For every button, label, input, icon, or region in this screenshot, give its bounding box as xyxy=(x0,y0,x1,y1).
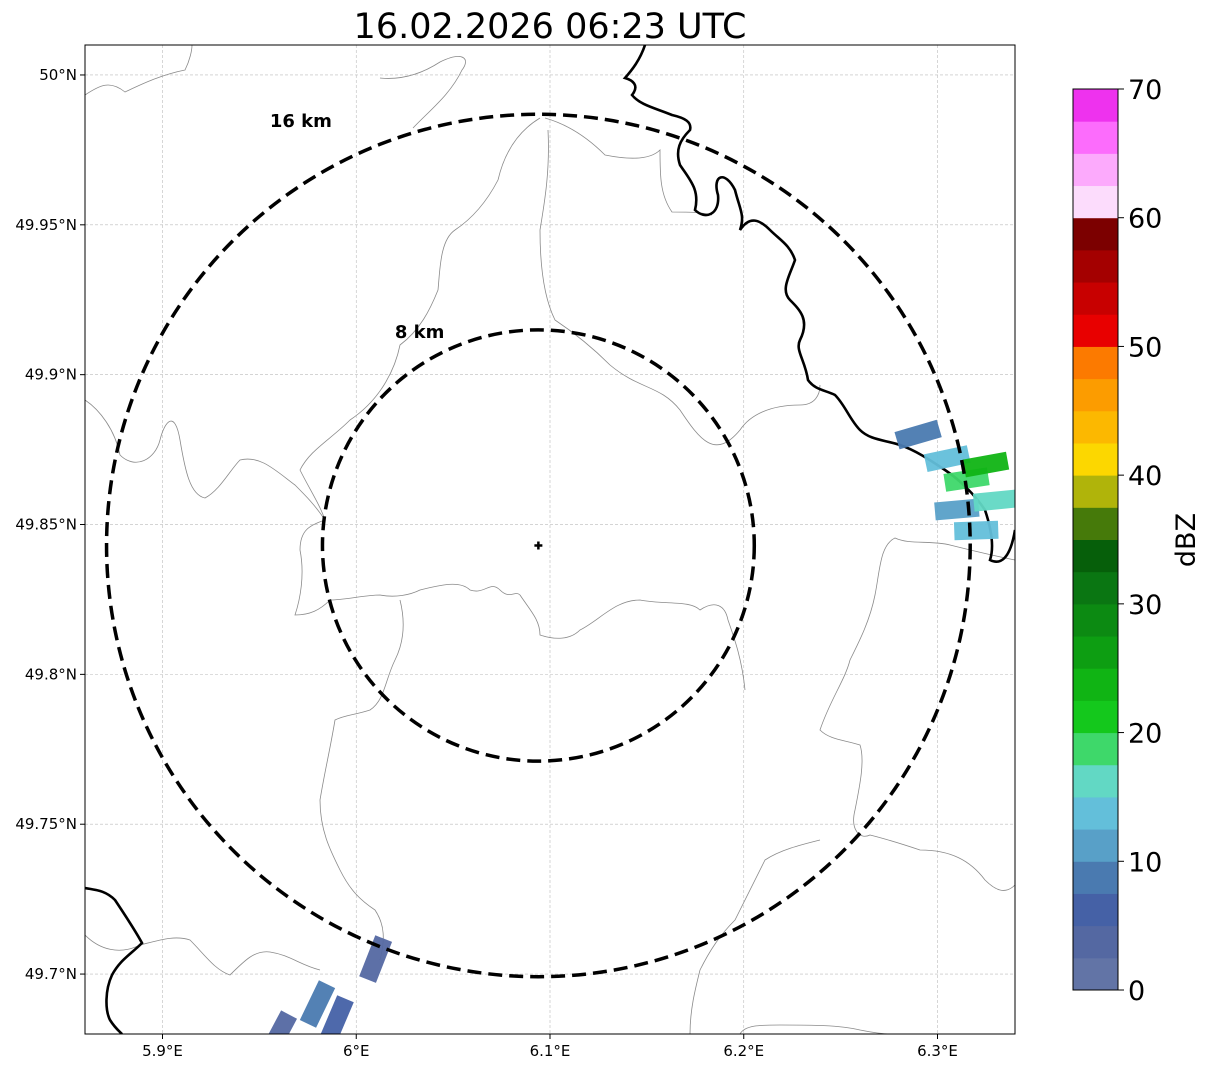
colorbar-bin xyxy=(1073,249,1118,283)
admin-border xyxy=(294,519,746,691)
lat-tick-label: 49.9°N xyxy=(25,366,77,384)
colorbar-tick-label: 10 xyxy=(1128,847,1162,878)
radar-echo-cell xyxy=(953,520,999,541)
colorbar-bin xyxy=(1073,957,1118,991)
colorbar: 0 10 20 30 40 50 60 70 dBZ xyxy=(1072,75,1202,1007)
borders-layer xyxy=(85,45,1015,1034)
lon-tick-label: 6°E xyxy=(343,1042,370,1060)
lon-tick-label: 5.9°E xyxy=(142,1042,183,1060)
colorbar-bin xyxy=(1073,732,1118,766)
radar-echo-cell xyxy=(299,980,336,1028)
plot-area xyxy=(85,45,1015,1034)
admin-border xyxy=(85,934,321,976)
colorbar-bin xyxy=(1073,378,1118,412)
colorbar-bin xyxy=(1073,217,1118,251)
colorbar-bin xyxy=(1073,442,1118,476)
admin-border xyxy=(544,117,713,216)
national-border xyxy=(622,45,1015,563)
admin-border xyxy=(739,1024,891,1034)
colorbar-bin xyxy=(1073,571,1118,605)
longitude-axis: 5.9°E 6°E 6.1°E 6.2°E 6.3°E xyxy=(142,1034,958,1060)
admin-border xyxy=(85,45,193,96)
colorbar-bin xyxy=(1073,346,1118,380)
range-ring-label: 8 km xyxy=(395,322,445,343)
range-ring-label: 16 km xyxy=(270,111,332,132)
lat-tick-label: 49.95°N xyxy=(15,216,77,234)
range-rings: 8 km 16 km xyxy=(104,111,972,979)
lat-tick-label: 49.85°N xyxy=(15,516,77,534)
radar-echo-cell xyxy=(319,995,354,1034)
range-ring-8km xyxy=(320,328,757,763)
gridlines xyxy=(85,45,1015,1034)
map-title: 16.02.2026 06:23 UTC xyxy=(354,7,747,47)
colorbar-frame xyxy=(1072,88,1119,991)
colorbar-bin xyxy=(1073,700,1118,734)
radar-echo-cell xyxy=(934,498,980,521)
radar-site-marker xyxy=(534,541,543,550)
colorbar-tick-label: 60 xyxy=(1128,204,1162,235)
colorbar-bin xyxy=(1073,829,1118,862)
colorbar-bin xyxy=(1073,121,1118,154)
colorbar-tick-label: 50 xyxy=(1128,332,1162,363)
admin-border xyxy=(539,129,821,446)
colorbar-bin xyxy=(1073,603,1118,637)
radar-echo-cell xyxy=(359,935,393,983)
colorbar-bin xyxy=(1073,475,1118,508)
lon-tick-label: 6.2°E xyxy=(723,1042,764,1060)
colorbar-tick-label: 0 xyxy=(1128,976,1145,1007)
colorbar-bin xyxy=(1073,668,1118,701)
colorbar-bin xyxy=(1073,185,1118,219)
colorbar-tick-label: 20 xyxy=(1128,719,1162,750)
colorbar-bin xyxy=(1073,796,1118,830)
colorbar-bin xyxy=(1073,410,1118,444)
colorbar-bin xyxy=(1073,282,1118,315)
admin-border xyxy=(819,537,1015,891)
colorbar-bin xyxy=(1073,153,1118,187)
lat-tick-label: 50°N xyxy=(39,66,77,84)
lat-tick-label: 49.8°N xyxy=(25,665,77,683)
colorbar-tick-label: 70 xyxy=(1128,75,1162,106)
radar-echo-cell xyxy=(962,451,1010,478)
colorbar-bin xyxy=(1073,636,1118,669)
lat-tick-label: 49.75°N xyxy=(15,815,77,833)
admin-border xyxy=(379,56,466,129)
colorbar-bin xyxy=(1073,925,1118,959)
colorbar-tick-label: 40 xyxy=(1128,461,1162,492)
lon-tick-label: 6.3°E xyxy=(917,1042,958,1060)
colorbar-tick-label: 30 xyxy=(1128,590,1162,621)
radar-echo-cell xyxy=(894,419,942,450)
admin-border xyxy=(689,839,821,1034)
admin-border xyxy=(299,117,541,521)
radar-echo-cell xyxy=(260,1010,298,1034)
range-ring-16km xyxy=(104,112,972,979)
lat-tick-label: 49.7°N xyxy=(25,965,77,983)
colorbar-bin xyxy=(1073,89,1118,122)
colorbar-bin xyxy=(1073,861,1118,894)
colorbar-bin xyxy=(1073,507,1118,540)
colorbar-bin xyxy=(1073,539,1118,573)
national-border xyxy=(85,886,144,1034)
colorbar-label: dBZ xyxy=(1171,513,1202,567)
lon-tick-label: 6.1°E xyxy=(530,1042,571,1060)
admin-border xyxy=(85,399,326,521)
colorbar-bin xyxy=(1073,314,1118,347)
colorbar-bin xyxy=(1073,893,1118,927)
radar-echo-layer xyxy=(260,419,1015,1034)
radar-echo-cell xyxy=(972,489,1015,512)
admin-border xyxy=(319,599,404,961)
latitude-axis: 49.7°N 49.75°N 49.8°N 49.85°N 49.9°N 49.95°N 5… xyxy=(15,66,85,983)
colorbar-bin xyxy=(1073,764,1118,798)
